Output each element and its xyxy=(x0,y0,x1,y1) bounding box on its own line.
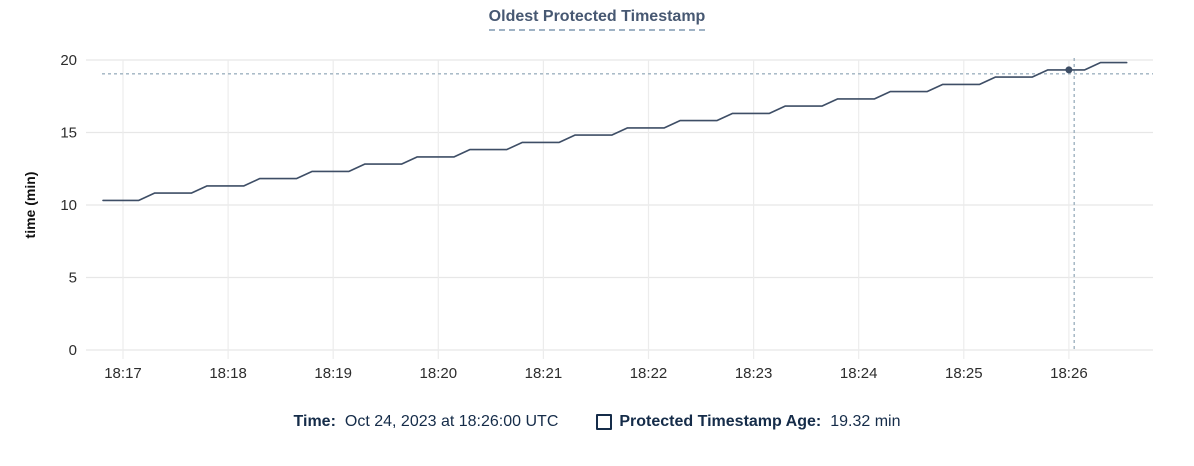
y-tick-label: 20 xyxy=(60,52,77,69)
x-tick-label: 18:24 xyxy=(840,365,878,382)
series-line xyxy=(102,61,1128,202)
time-label: Time: xyxy=(293,413,336,430)
x-tick-label: 18:21 xyxy=(525,365,563,382)
chart-title[interactable]: Oldest Protected Timestamp xyxy=(488,8,706,31)
x-tick-label: 18:20 xyxy=(420,365,458,382)
x-tick-label: 18:18 xyxy=(209,365,247,382)
x-tick-label: 18:23 xyxy=(735,365,773,382)
hover-dot xyxy=(1065,66,1073,74)
y-tick-label: 5 xyxy=(69,270,77,287)
line-chart[interactable]: 0 5 10 15 20 18:17 18:18 18:19 18:20 18:21 18:22 18… xyxy=(0,0,1194,400)
chart-footer: Time: Oct 24, 2023 at 18:26:00 UTC Prote… xyxy=(0,413,1194,431)
x-tick-label: 18:17 xyxy=(104,365,142,382)
time-value: Oct 24, 2023 at 18:26:00 UTC xyxy=(344,413,559,430)
y-tick-label: 10 xyxy=(60,197,77,214)
x-tick-label: 18:19 xyxy=(314,365,352,382)
x-tick-label: 18:25 xyxy=(945,365,983,382)
chart-title-row: Oldest Protected Timestamp xyxy=(0,8,1194,31)
x-tick-label: 18:26 xyxy=(1050,365,1088,382)
series-checkbox[interactable] xyxy=(596,414,613,430)
series-legend: Protected Timestamp Age: 19.32 min xyxy=(596,413,900,431)
y-tick-label: 0 xyxy=(69,342,77,359)
x-tick-label: 18:22 xyxy=(630,365,668,382)
protected-timestamp-age-label: Protected Timestamp Age: xyxy=(619,413,822,430)
y-tick-label: 15 xyxy=(60,125,77,142)
protected-timestamp-age-value: 19.32 min xyxy=(830,413,901,430)
